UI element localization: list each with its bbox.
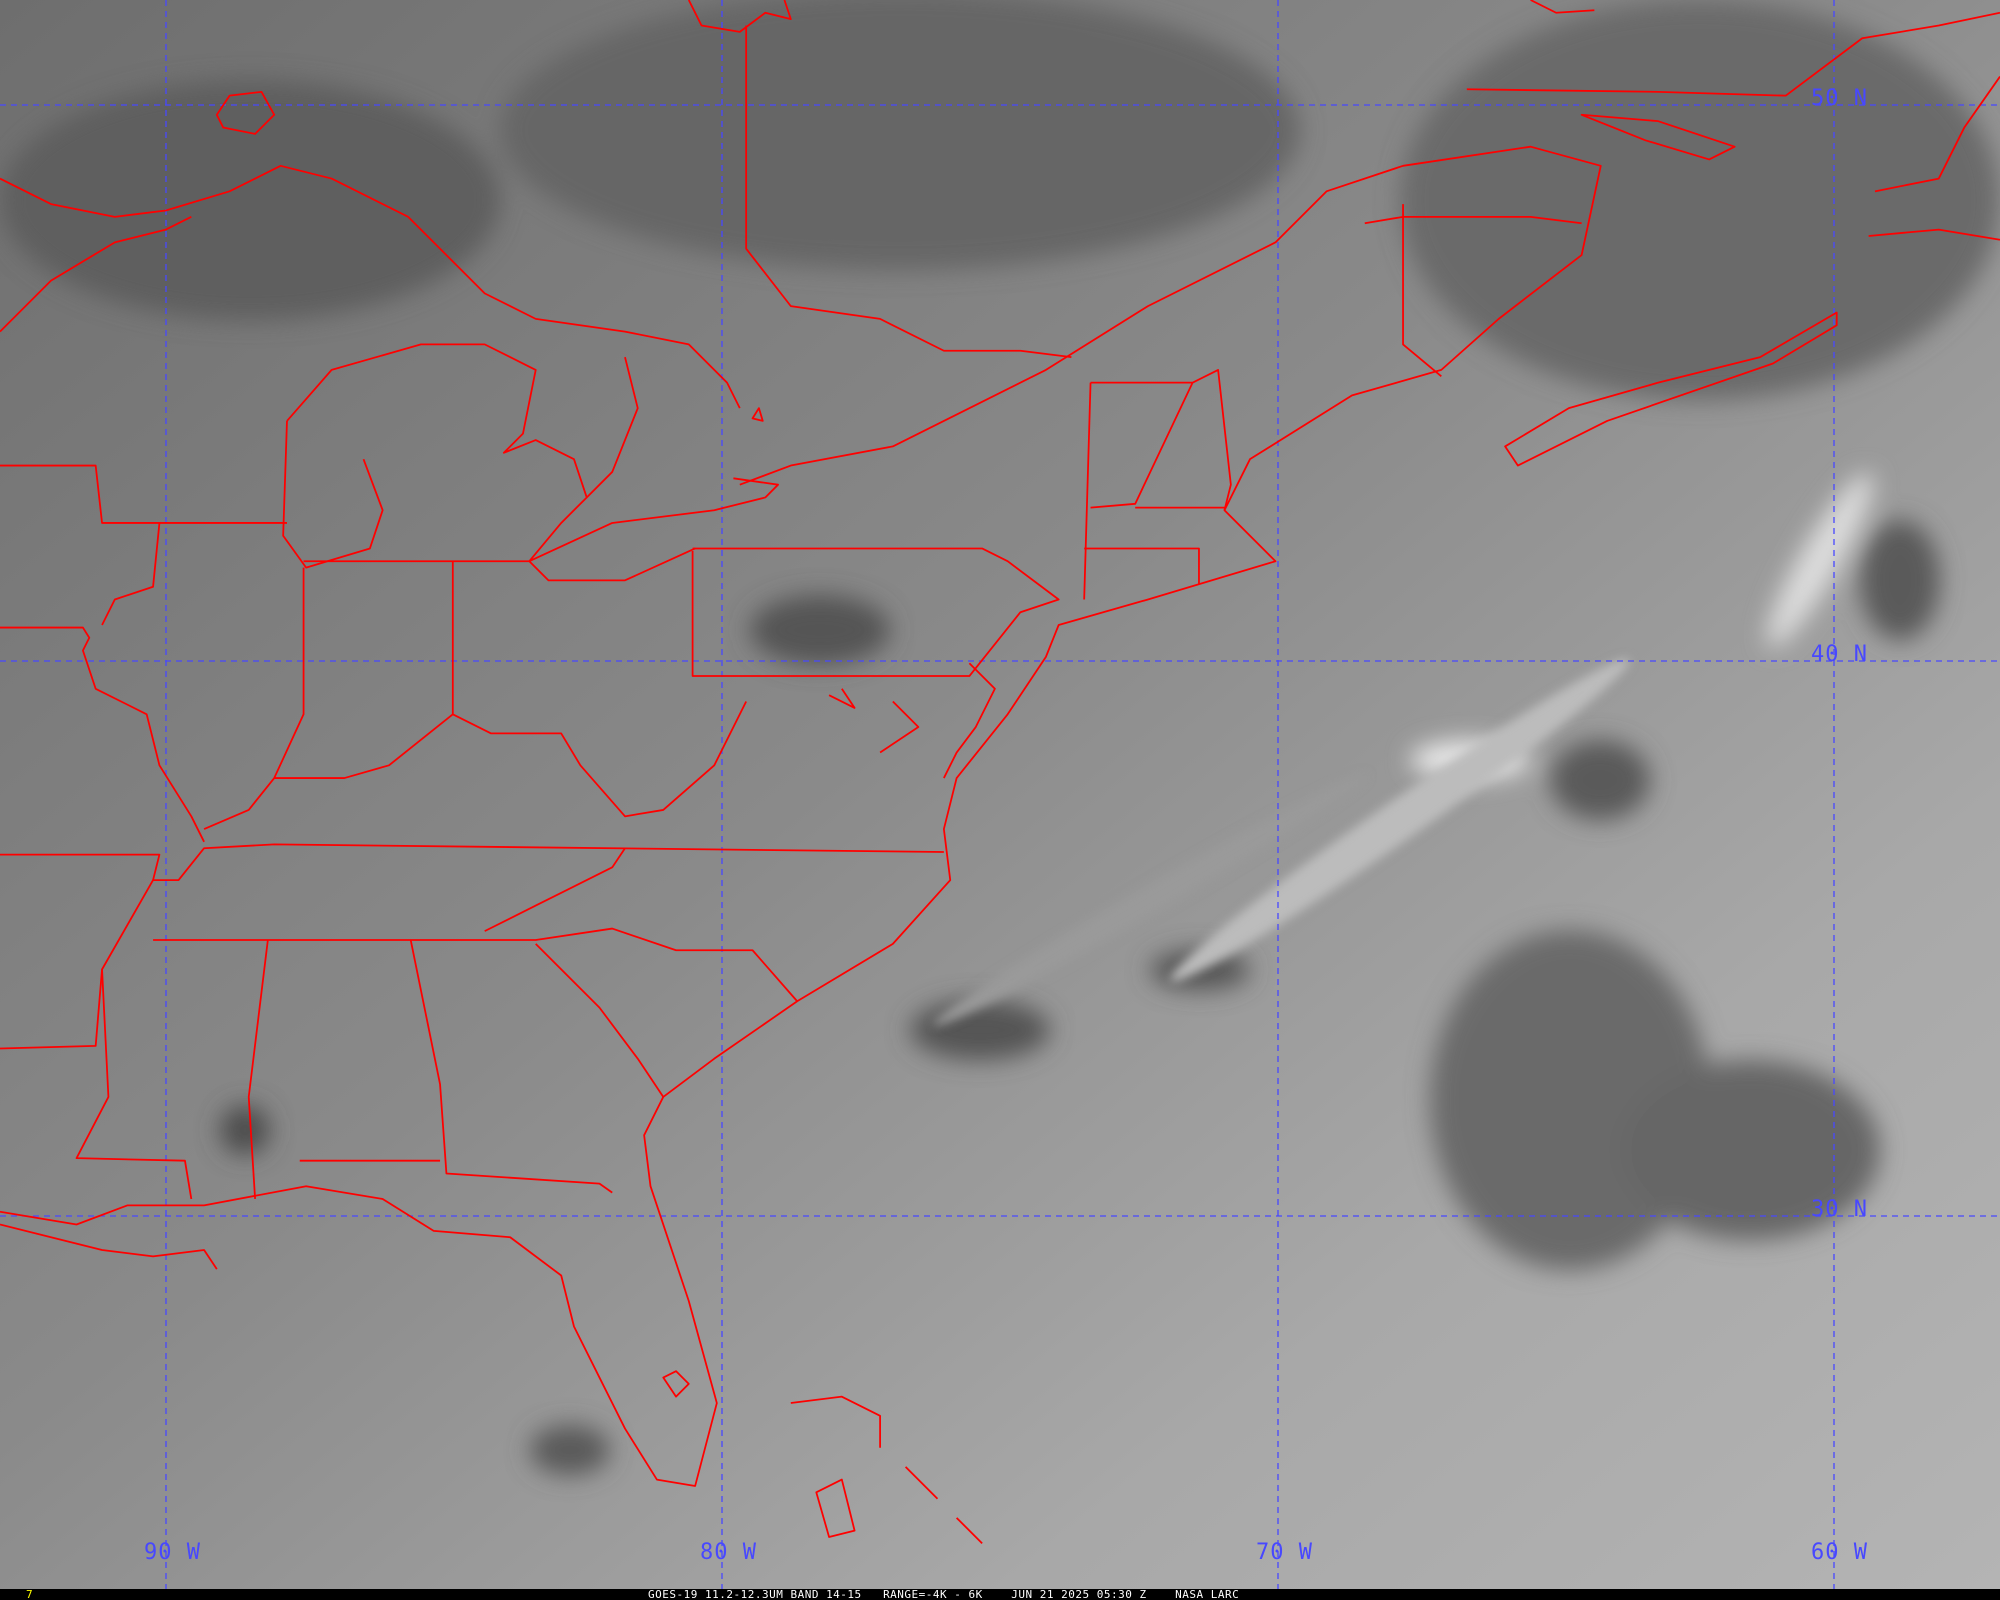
lat-label-40n: 40 N — [1811, 642, 1868, 667]
frame-number: 7 — [26, 1588, 33, 1600]
lon-label-90w: 90 W — [144, 1540, 201, 1565]
caption-credit: NASA LARC — [1175, 1588, 1240, 1600]
caption-datetime: JUN 21 2025 05:30 Z — [1011, 1588, 1147, 1600]
caption-product: GOES-19 11.2-12.3UM BAND 14-15 — [648, 1588, 862, 1600]
lon-label-60w: 60 W — [1811, 1540, 1868, 1565]
caption-text: GOES-19 11.2-12.3UM BAND 14-15 RANGE=-4K… — [648, 1588, 1239, 1600]
caption-range: RANGE=-4K - 6K — [883, 1588, 983, 1600]
lon-label-70w: 70 W — [1256, 1540, 1313, 1565]
caption-bar — [0, 1589, 2000, 1600]
lon-label-80w: 80 W — [700, 1540, 757, 1565]
political-boundaries — [0, 0, 2000, 1544]
cloud-features — [0, 0, 2000, 1475]
lat-label-30n: 30 N — [1811, 1197, 1868, 1222]
lat-label-50n: 50 N — [1811, 86, 1868, 111]
